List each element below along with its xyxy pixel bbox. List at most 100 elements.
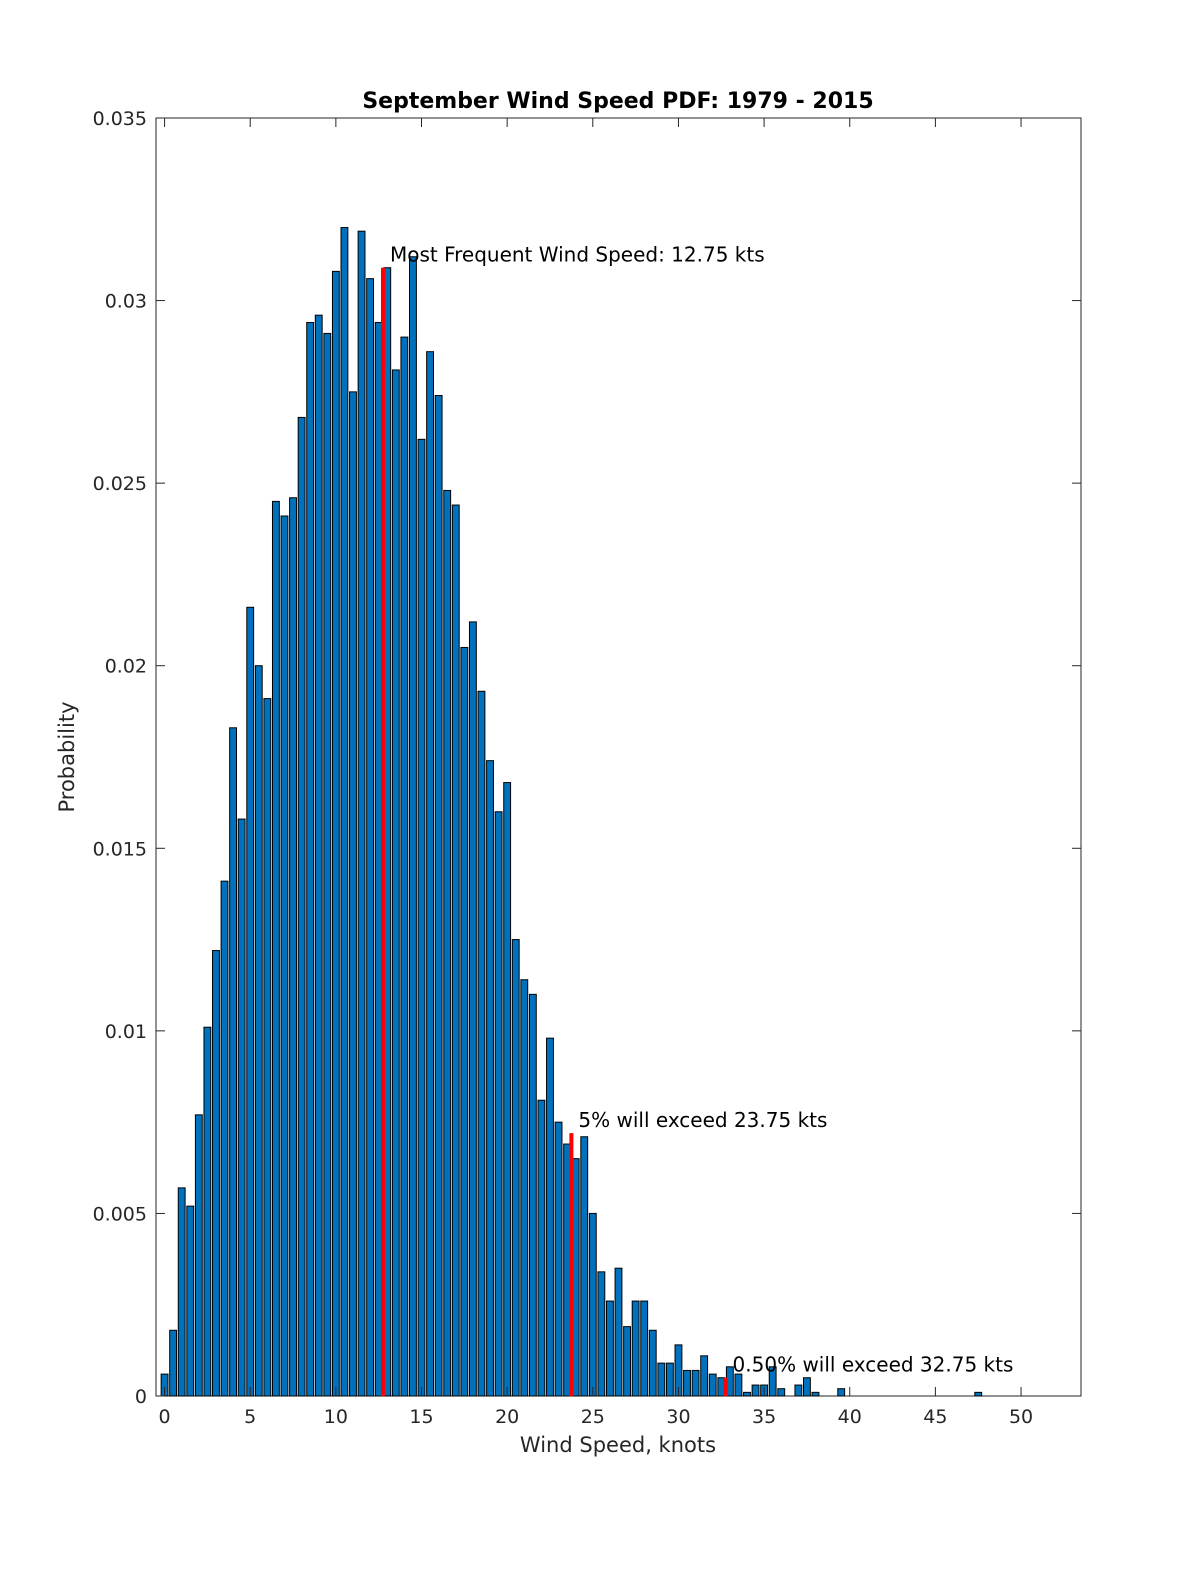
bar xyxy=(468,621,477,1397)
bar xyxy=(743,1391,751,1397)
bar xyxy=(794,1384,803,1397)
bar xyxy=(203,1026,212,1397)
bar xyxy=(477,690,486,1397)
bar xyxy=(254,665,263,1397)
bar xyxy=(357,230,366,1397)
x-tick-label: 30 xyxy=(666,1406,690,1428)
bar xyxy=(400,336,409,1397)
bar xyxy=(460,646,469,1397)
bar xyxy=(528,993,537,1397)
x-tick-label: 15 xyxy=(409,1406,433,1428)
bar xyxy=(700,1355,709,1397)
bar xyxy=(648,1329,657,1397)
bar xyxy=(289,497,297,1397)
annotations: Most Frequent Wind Speed: 12.75 kts 5% wi… xyxy=(390,243,1013,1377)
bar xyxy=(280,515,289,1397)
x-axis-ticks: 0 5 10 15 20 25 30 35 40 45 50 xyxy=(159,118,1033,1428)
y-tick-label: 0.015 xyxy=(93,838,147,860)
bar xyxy=(974,1391,983,1397)
bar xyxy=(606,1300,614,1397)
bar xyxy=(451,504,460,1397)
bar xyxy=(271,500,280,1397)
x-tick-label: 0 xyxy=(159,1406,171,1428)
bar xyxy=(194,1114,203,1397)
bar xyxy=(614,1267,623,1397)
bar xyxy=(426,351,434,1397)
bar xyxy=(734,1373,743,1397)
y-tick-label: 0.01 xyxy=(105,1021,147,1043)
bar xyxy=(777,1388,786,1397)
bar xyxy=(237,818,246,1397)
marker-lines xyxy=(380,267,728,1396)
x-tick-label: 40 xyxy=(838,1406,862,1428)
bar xyxy=(186,1205,195,1397)
x-tick-label: 45 xyxy=(923,1406,947,1428)
bar xyxy=(751,1384,760,1397)
bar xyxy=(229,727,238,1397)
bar xyxy=(683,1369,691,1397)
bar xyxy=(837,1388,846,1397)
bar xyxy=(768,1366,777,1397)
bar xyxy=(391,369,400,1397)
bar xyxy=(708,1373,717,1397)
bar xyxy=(212,950,220,1397)
y-tick-label: 0.005 xyxy=(93,1203,147,1225)
bar xyxy=(520,979,529,1397)
bar xyxy=(297,416,306,1397)
bar xyxy=(691,1369,700,1397)
x-tick-label: 35 xyxy=(752,1406,776,1428)
bar xyxy=(323,332,332,1397)
y-tick-label: 0.025 xyxy=(93,473,147,495)
bar xyxy=(588,1212,597,1397)
bar xyxy=(340,227,349,1397)
bar xyxy=(314,314,323,1397)
bar xyxy=(811,1391,820,1397)
bar xyxy=(665,1362,674,1397)
bar xyxy=(537,1099,546,1397)
bar xyxy=(546,1037,554,1397)
bar xyxy=(640,1300,649,1397)
y-tick-label: 0.03 xyxy=(105,291,147,313)
bar xyxy=(631,1300,640,1397)
y-axis-label: Probability xyxy=(55,701,79,812)
bar xyxy=(349,391,357,1397)
y-tick-label: 0.02 xyxy=(105,656,147,678)
bar xyxy=(580,1136,589,1397)
x-tick-label: 10 xyxy=(324,1406,348,1428)
bar xyxy=(331,270,340,1397)
bar xyxy=(263,698,272,1397)
x-axis-label: Wind Speed, knots xyxy=(520,1433,716,1457)
bar xyxy=(169,1329,178,1397)
bar xyxy=(486,760,494,1397)
marker-annotation: 5% will exceed 23.75 kts xyxy=(578,1108,827,1132)
bar xyxy=(803,1377,811,1397)
bar xyxy=(657,1362,666,1397)
bar xyxy=(554,1121,563,1397)
bar-series xyxy=(160,227,983,1397)
bar xyxy=(417,438,426,1397)
x-tick-label: 5 xyxy=(244,1406,256,1428)
bar xyxy=(494,811,503,1397)
x-tick-label: 25 xyxy=(581,1406,605,1428)
y-tick-label: 0.035 xyxy=(93,108,147,130)
bar xyxy=(443,489,452,1397)
y-axis-ticks: 0 0.005 0.01 0.015 0.02 0.025 0.03 0.035 xyxy=(93,108,1081,1408)
marker-annotation: Most Frequent Wind Speed: 12.75 kts xyxy=(390,243,765,267)
bar xyxy=(503,782,512,1397)
bar xyxy=(366,278,375,1397)
bar xyxy=(246,606,255,1397)
y-tick-label: 0 xyxy=(135,1386,147,1408)
bar xyxy=(597,1271,606,1397)
x-tick-label: 20 xyxy=(495,1406,519,1428)
bar xyxy=(623,1326,631,1397)
x-tick-label: 50 xyxy=(1009,1406,1033,1428)
bar xyxy=(177,1187,186,1397)
bar xyxy=(220,880,229,1397)
bar xyxy=(306,321,315,1397)
chart-title: September Wind Speed PDF: 1979 - 2015 xyxy=(362,89,873,114)
marker-annotation: 0.50% will exceed 32.75 kts xyxy=(733,1353,1014,1377)
bar xyxy=(511,939,520,1397)
bar xyxy=(409,256,417,1397)
bar xyxy=(434,395,443,1397)
